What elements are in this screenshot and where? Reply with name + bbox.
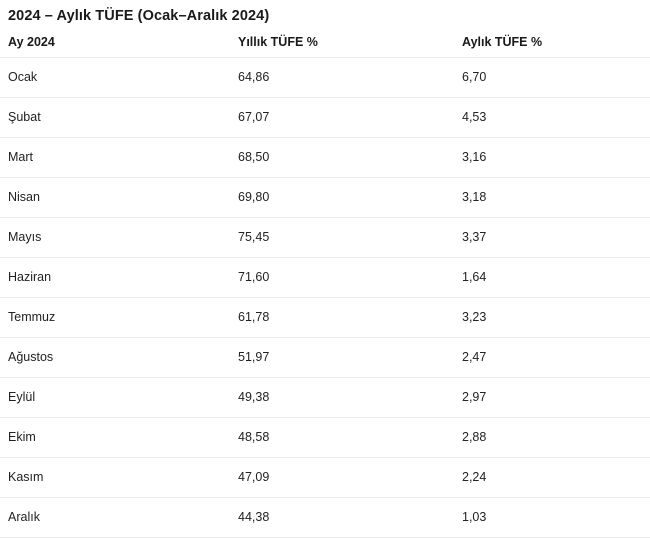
annual-cpi-cell: 47,09 <box>230 457 454 498</box>
monthly-cpi-cell: 3,37 <box>454 217 650 258</box>
table-row: Aralık 44,38 1,03 <box>0 497 650 538</box>
monthly-cpi-cell: 6,70 <box>454 57 650 98</box>
annual-cpi-cell: 51,97 <box>230 337 454 378</box>
annual-cpi-cell: 75,45 <box>230 217 454 258</box>
annual-cpi-cell: 64,86 <box>230 57 454 98</box>
annual-cpi-cell: 49,38 <box>230 377 454 418</box>
month-cell: Nisan <box>0 177 230 218</box>
table-row: Kasım 47,09 2,24 <box>0 457 650 498</box>
monthly-cpi-cell: 1,03 <box>454 497 650 538</box>
table-row: Mayıs 75,45 3,37 <box>0 217 650 258</box>
annual-cpi-cell: 67,07 <box>230 97 454 138</box>
annual-cpi-cell: 69,80 <box>230 177 454 218</box>
monthly-cpi-cell: 2,88 <box>454 417 650 458</box>
annual-cpi-cell: 48,58 <box>230 417 454 458</box>
table-row: Temmuz 61,78 3,23 <box>0 297 650 338</box>
month-cell: Şubat <box>0 97 230 138</box>
annual-cpi-cell: 68,50 <box>230 137 454 178</box>
month-cell: Mayıs <box>0 217 230 258</box>
column-header-monthly-cpi: Aylık TÜFE % <box>454 30 650 58</box>
table-row: Şubat 67,07 4,53 <box>0 97 650 138</box>
table-row: Haziran 71,60 1,64 <box>0 257 650 298</box>
monthly-cpi-cell: 3,18 <box>454 177 650 218</box>
month-cell: Haziran <box>0 257 230 298</box>
monthly-cpi-cell: 2,24 <box>454 457 650 498</box>
month-cell: Mart <box>0 137 230 178</box>
annual-cpi-cell: 61,78 <box>230 297 454 338</box>
monthly-cpi-cell: 2,47 <box>454 337 650 378</box>
monthly-cpi-cell: 1,64 <box>454 257 650 298</box>
month-cell: Kasım <box>0 457 230 498</box>
month-cell: Ocak <box>0 57 230 98</box>
monthly-cpi-cell: 2,97 <box>454 377 650 418</box>
table-row: Mart 68,50 3,16 <box>0 137 650 178</box>
month-cell: Ekim <box>0 417 230 458</box>
page-title: 2024 – Aylık TÜFE (Ocak–Aralık 2024) <box>8 8 270 24</box>
month-cell: Aralık <box>0 497 230 538</box>
column-header-annual-cpi: Yıllık TÜFE % <box>230 30 454 58</box>
monthly-cpi-cell: 3,16 <box>454 137 650 178</box>
month-cell: Temmuz <box>0 297 230 338</box>
table-row: Ağustos 51,97 2,47 <box>0 337 650 378</box>
annual-cpi-cell: 71,60 <box>230 257 454 298</box>
cpi-table: Ay 2024 Yıllık TÜFE % Aylık TÜFE % Ocak … <box>0 30 650 538</box>
table-row: Ocak 64,86 6,70 <box>0 57 650 98</box>
monthly-cpi-cell: 3,23 <box>454 297 650 338</box>
annual-cpi-cell: 44,38 <box>230 497 454 538</box>
table-row: Eylül 49,38 2,97 <box>0 377 650 418</box>
month-cell: Eylül <box>0 377 230 418</box>
table-row: Nisan 69,80 3,18 <box>0 177 650 218</box>
table-row: Ekim 48,58 2,88 <box>0 417 650 458</box>
month-cell: Ağustos <box>0 337 230 378</box>
table-header: Ay 2024 Yıllık TÜFE % Aylık TÜFE % <box>0 30 650 58</box>
table-body: Ocak 64,86 6,70 Şubat 67,07 4,53 Mart 68… <box>0 57 650 538</box>
header-row: Ay 2024 Yıllık TÜFE % Aylık TÜFE % <box>0 30 650 58</box>
monthly-cpi-cell: 4,53 <box>454 97 650 138</box>
column-header-month: Ay 2024 <box>0 30 230 58</box>
